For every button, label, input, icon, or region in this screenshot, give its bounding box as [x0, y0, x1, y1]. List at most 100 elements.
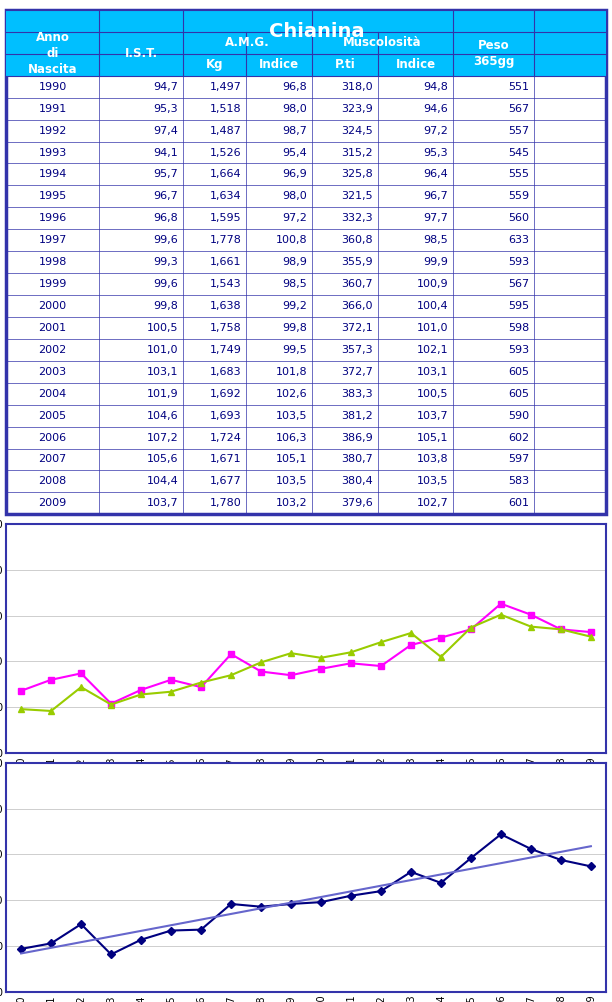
Text: 380,7: 380,7 — [341, 455, 373, 465]
Text: 102,1: 102,1 — [417, 345, 448, 355]
Text: 101,9: 101,9 — [147, 389, 178, 399]
Text: 325,8: 325,8 — [341, 169, 373, 179]
Text: 96,4: 96,4 — [424, 169, 448, 179]
Text: 321,5: 321,5 — [341, 191, 373, 201]
Text: 551: 551 — [508, 82, 529, 92]
Text: 1999: 1999 — [39, 280, 67, 290]
Text: 357,3: 357,3 — [341, 345, 373, 355]
Text: 105,1: 105,1 — [275, 455, 307, 465]
Text: 102,7: 102,7 — [416, 498, 448, 508]
Text: Kg: Kg — [206, 58, 223, 71]
Text: 1,661: 1,661 — [210, 258, 241, 268]
Text: 98,0: 98,0 — [283, 191, 307, 201]
Text: 94,8: 94,8 — [424, 82, 448, 92]
Legend: A.M.G., Muscolosità: A.M.G., Muscolosità — [184, 821, 428, 843]
Text: 379,6: 379,6 — [341, 498, 373, 508]
Text: 104,6: 104,6 — [147, 411, 178, 421]
Bar — [6, 54, 606, 76]
Text: 102,6: 102,6 — [275, 389, 307, 399]
Text: Indice: Indice — [259, 58, 299, 71]
Text: 1994: 1994 — [39, 169, 67, 179]
Text: 99,2: 99,2 — [282, 301, 307, 311]
Text: 2004: 2004 — [39, 389, 67, 399]
Text: 94,6: 94,6 — [424, 103, 448, 113]
Text: 96,7: 96,7 — [154, 191, 178, 201]
Text: 1,749: 1,749 — [209, 345, 241, 355]
Text: 96,8: 96,8 — [283, 82, 307, 92]
Text: 1,671: 1,671 — [209, 455, 241, 465]
Text: 2008: 2008 — [39, 476, 67, 486]
Text: 107,2: 107,2 — [146, 433, 178, 443]
Text: 99,5: 99,5 — [283, 345, 307, 355]
Text: 103,1: 103,1 — [417, 367, 448, 377]
Text: 2003: 2003 — [39, 367, 67, 377]
Text: P.ti: P.ti — [335, 58, 356, 71]
Text: 1,595: 1,595 — [209, 213, 241, 223]
Text: 103,5: 103,5 — [417, 476, 448, 486]
Text: 100,4: 100,4 — [417, 301, 448, 311]
Text: 101,0: 101,0 — [417, 323, 448, 333]
Text: 105,6: 105,6 — [147, 455, 178, 465]
Text: 101,0: 101,0 — [147, 345, 178, 355]
Text: 100,5: 100,5 — [147, 323, 178, 333]
Text: 97,2: 97,2 — [282, 213, 307, 223]
Text: 1990: 1990 — [39, 82, 67, 92]
Text: 381,2: 381,2 — [341, 411, 373, 421]
Text: 97,2: 97,2 — [424, 125, 448, 135]
Text: 1,780: 1,780 — [209, 498, 241, 508]
Text: 103,7: 103,7 — [147, 498, 178, 508]
Text: Anno
di
Nascita: Anno di Nascita — [28, 31, 77, 76]
Text: 99,8: 99,8 — [282, 323, 307, 333]
Text: 99,6: 99,6 — [154, 235, 178, 245]
Text: 380,4: 380,4 — [341, 476, 373, 486]
Text: 2006: 2006 — [39, 433, 67, 443]
Text: 1992: 1992 — [39, 125, 67, 135]
Text: 94,7: 94,7 — [154, 82, 178, 92]
Text: 555: 555 — [508, 169, 529, 179]
Text: 2007: 2007 — [39, 455, 67, 465]
Text: 94,1: 94,1 — [154, 147, 178, 157]
Text: 1,497: 1,497 — [209, 82, 241, 92]
Text: 355,9: 355,9 — [341, 258, 373, 268]
Text: 2002: 2002 — [39, 345, 67, 355]
Text: 323,9: 323,9 — [341, 103, 373, 113]
Text: 98,7: 98,7 — [282, 125, 307, 135]
Text: 99,9: 99,9 — [424, 258, 448, 268]
Text: Muscolosità: Muscolosità — [343, 36, 422, 49]
Text: 324,5: 324,5 — [341, 125, 373, 135]
Text: 593: 593 — [508, 258, 529, 268]
Text: 583: 583 — [508, 476, 529, 486]
Text: 601: 601 — [508, 498, 529, 508]
Text: 1,518: 1,518 — [209, 103, 241, 113]
Text: 98,0: 98,0 — [283, 103, 307, 113]
Text: 105,1: 105,1 — [417, 433, 448, 443]
Text: 1998: 1998 — [39, 258, 67, 268]
Text: A.M.G.: A.M.G. — [225, 36, 270, 49]
Text: 1,638: 1,638 — [209, 301, 241, 311]
Text: 598: 598 — [508, 323, 529, 333]
Text: 545: 545 — [508, 147, 529, 157]
Text: 103,8: 103,8 — [417, 455, 448, 465]
Text: 96,9: 96,9 — [283, 169, 307, 179]
Text: 2005: 2005 — [39, 411, 67, 421]
Text: 96,7: 96,7 — [424, 191, 448, 201]
Text: 567: 567 — [508, 280, 529, 290]
Text: 101,8: 101,8 — [275, 367, 307, 377]
Text: 605: 605 — [508, 389, 529, 399]
Text: 1,683: 1,683 — [209, 367, 241, 377]
Text: 332,3: 332,3 — [341, 213, 373, 223]
Text: 2009: 2009 — [39, 498, 67, 508]
Text: 1,758: 1,758 — [209, 323, 241, 333]
Text: 360,8: 360,8 — [341, 235, 373, 245]
Bar — [6, 32, 606, 54]
Text: 372,7: 372,7 — [341, 367, 373, 377]
Text: 103,2: 103,2 — [275, 498, 307, 508]
Text: Peso
365gg: Peso 365gg — [472, 39, 514, 68]
Text: 95,4: 95,4 — [283, 147, 307, 157]
Text: 100,8: 100,8 — [275, 235, 307, 245]
Text: 95,7: 95,7 — [154, 169, 178, 179]
Text: 97,7: 97,7 — [424, 213, 448, 223]
Text: 605: 605 — [508, 367, 529, 377]
Text: 590: 590 — [508, 411, 529, 421]
Text: 103,5: 103,5 — [275, 476, 307, 486]
